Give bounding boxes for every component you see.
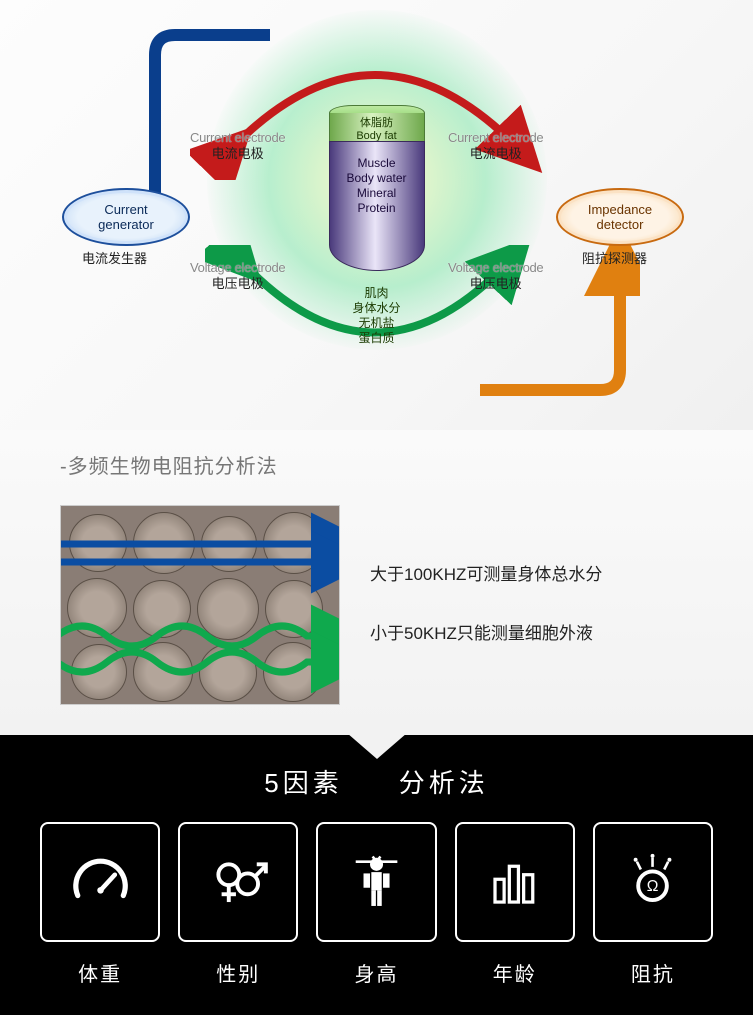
factor-label: 性别 — [178, 958, 298, 987]
current-generator-oval: Current generator — [62, 188, 190, 246]
factor-box — [316, 822, 436, 942]
ce-l-en: Current electrode — [190, 130, 285, 146]
factor-box: Ω — [593, 822, 713, 942]
body-cn-1: 身体水分 — [352, 301, 400, 316]
capsule-body-cn: 肌肉 身体水分 无机盐 蛋白质 — [352, 286, 400, 346]
factor-label: 阻抗 — [593, 958, 713, 987]
body-en-0: Muscle — [330, 156, 424, 171]
factor-label: 体重 — [40, 958, 160, 987]
capsule-body: Muscle Body water Mineral Protein — [329, 141, 425, 271]
bars-icon — [482, 850, 547, 915]
factor-label: 年龄 — [455, 958, 575, 987]
title-left: 5因素 — [264, 768, 342, 798]
det-cn: 阻抗探测器 — [582, 248, 647, 267]
svg-text:Ω: Ω — [647, 878, 659, 895]
section3-title: 5因素 分析法 — [40, 763, 713, 800]
factor-impedance: Ω 阻抗 — [593, 822, 713, 987]
bia-diagram: 体脂肪 Body fat Muscle Body water Mineral P… — [0, 0, 753, 430]
section2-title: -多频生物电阻抗分析法 — [60, 450, 693, 479]
ve-r-cn: 电压电极 — [448, 276, 543, 292]
lid-cn: 体脂肪 — [329, 117, 425, 130]
body-cn-2: 无机盐 — [352, 316, 400, 331]
section2-row: 大于100KHZ可测量身体总水分 小于50KHZ只能测量细胞外液 — [60, 505, 693, 705]
gauge-icon — [68, 850, 133, 915]
current-electrode-right: Current electrode 电流电极 — [448, 130, 543, 162]
factor-gender: 性别 — [178, 822, 298, 987]
factor-box — [178, 822, 298, 942]
section2-text: 大于100KHZ可测量身体总水分 小于50KHZ只能测量细胞外液 — [370, 531, 693, 679]
gen-en: Current generator — [98, 202, 154, 232]
body-cn-3: 蛋白质 — [352, 331, 400, 346]
ve-l-en: Voltage electrode — [190, 260, 285, 276]
ce-r-cn: 电流电极 — [448, 146, 543, 162]
title-right: 分析法 — [399, 768, 489, 798]
factor-weight: 体重 — [40, 822, 160, 987]
low-freq-text: 小于50KHZ只能测量细胞外液 — [370, 620, 693, 649]
factors-row: 体重 性别 身高 年龄 Ω — [40, 822, 713, 987]
factor-label: 身高 — [316, 958, 436, 987]
factor-height: 身高 — [316, 822, 436, 987]
factor-age: 年龄 — [455, 822, 575, 987]
tissue-image — [60, 505, 340, 705]
five-factors-section: 5因素 分析法 体重 性别 身高 — [0, 735, 753, 1015]
factor-box — [40, 822, 160, 942]
voltage-electrode-left: Voltage electrode 电压电极 — [190, 260, 285, 292]
current-electrode-left: Current electrode 电流电极 — [190, 130, 285, 162]
page: 体脂肪 Body fat Muscle Body water Mineral P… — [0, 0, 753, 1015]
body-cn-0: 肌肉 — [352, 286, 400, 301]
body-capsule: 体脂肪 Body fat Muscle Body water Mineral P… — [329, 105, 425, 271]
person-icon — [344, 850, 409, 915]
body-en-3: Protein — [330, 201, 424, 216]
high-freq-text: 大于100KHZ可测量身体总水分 — [370, 561, 693, 590]
impedance-detector-oval: Impedance detector — [556, 188, 684, 246]
multifreq-section: -多频生物电阻抗分析法 — [0, 430, 753, 735]
ve-l-cn: 电压电极 — [190, 276, 285, 292]
ve-r-en: Voltage electrode — [448, 260, 543, 276]
det-en: Impedance detector — [588, 202, 652, 232]
body-en-2: Mineral — [330, 186, 424, 201]
freq-arrows — [60, 506, 340, 705]
factor-box — [455, 822, 575, 942]
arc-blue-left — [140, 20, 280, 200]
ce-r-en: Current electrode — [448, 130, 543, 146]
gen-cn: 电流发生器 — [82, 248, 147, 267]
capsule-lid-text: 体脂肪 Body fat — [329, 117, 425, 143]
gender-icon — [206, 850, 271, 915]
ohm-icon: Ω — [620, 850, 685, 915]
voltage-electrode-right: Voltage electrode 电压电极 — [448, 260, 543, 292]
body-en-1: Body water — [330, 171, 424, 186]
ce-l-cn: 电流电极 — [190, 146, 285, 162]
notch-triangle — [347, 733, 407, 759]
